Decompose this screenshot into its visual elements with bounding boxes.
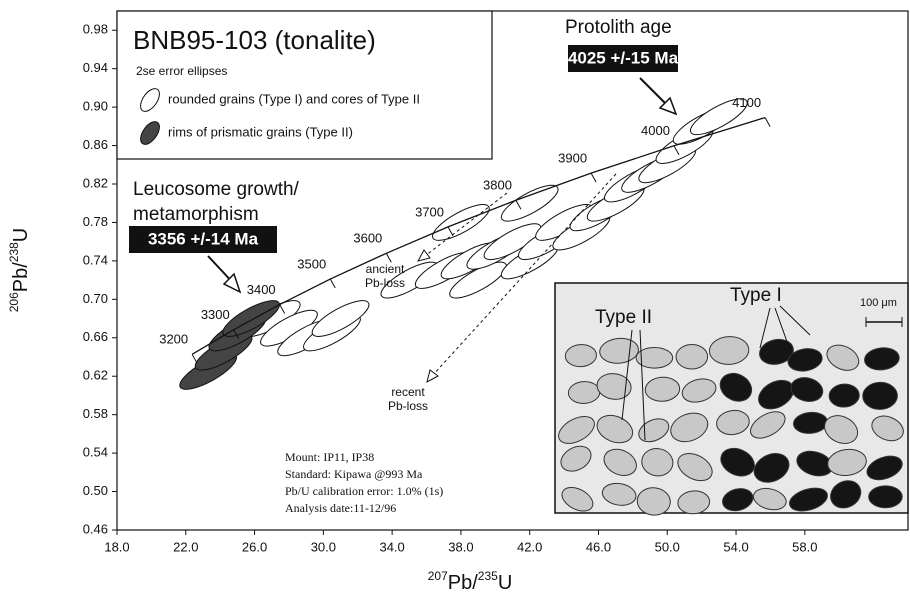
annotation: Pb-loss <box>365 276 405 290</box>
age-tick <box>192 354 197 363</box>
age-label: 3700 <box>415 204 444 219</box>
y-tick-label: 0.66 <box>83 329 108 344</box>
arrow-head <box>427 370 438 382</box>
x-tick-label: 58.0 <box>792 539 817 554</box>
age-label: 3800 <box>483 178 512 193</box>
chart: 3200 3300 3400 3500 3600 3700 3800 3900 4000 4100… <box>0 0 910 595</box>
x-tick-label: 30.0 <box>311 539 336 554</box>
note: Pb/U calibration error: 1.0% (1s) <box>285 484 443 498</box>
x-axis-label: 207Pb/235U <box>428 569 513 594</box>
annotation: Protolith age <box>565 17 672 38</box>
y-tick-label: 0.70 <box>83 291 108 306</box>
annotation: 4025 +/-15 Ma <box>568 48 679 67</box>
annotation: recent <box>391 385 425 399</box>
grain <box>869 486 903 508</box>
x-tick-label: 34.0 <box>379 539 404 554</box>
grain <box>862 382 897 410</box>
x-tick-label: 38.0 <box>448 539 473 554</box>
annotation: Leucosome growth/ <box>133 179 300 200</box>
annotation: 3356 +/-14 Ma <box>148 229 259 248</box>
arrow-head <box>418 250 430 261</box>
annotation: metamorphism <box>133 204 259 225</box>
y-tick-label: 0.90 <box>83 99 108 114</box>
x-tick-label: 46.0 <box>586 539 611 554</box>
note: Mount: IP11, IP38 <box>285 450 374 464</box>
inset-label: Type II <box>595 307 652 328</box>
age-label: 3900 <box>558 151 587 166</box>
y-axis-label: 206Pb/238U <box>7 228 32 313</box>
y-tick-label: 0.46 <box>83 521 108 536</box>
age-label: 3400 <box>247 282 276 297</box>
age-tick <box>330 279 335 288</box>
x-tick-label: 50.0 <box>655 539 680 554</box>
age-label: 3300 <box>201 307 230 322</box>
y-tick-label: 0.78 <box>83 214 108 229</box>
age-label: 3600 <box>353 231 382 246</box>
inset: Type II Type I 100 μm <box>554 283 908 517</box>
y-tick-label: 0.94 <box>83 60 108 75</box>
age-tick <box>591 173 596 182</box>
x-tick-label: 42.0 <box>517 539 542 554</box>
note: Analysis date:11-12/96 <box>285 501 396 515</box>
y-tick-label: 0.98 <box>83 22 108 37</box>
y-tick-label: 0.50 <box>83 483 108 498</box>
subtitle: 2se error ellipses <box>136 64 227 78</box>
scale-label: 100 μm <box>860 297 897 309</box>
age-tick <box>386 253 391 262</box>
y-tick-label: 0.54 <box>83 445 108 460</box>
age-label: 3500 <box>297 256 326 271</box>
grain <box>676 344 708 369</box>
age-label: 4100 <box>732 95 761 110</box>
y-tick-label: 0.86 <box>83 137 108 152</box>
chart-title: BNB95-103 (tonalite) <box>133 25 376 55</box>
x-tick-label: 26.0 <box>242 539 267 554</box>
age-label: 4000 <box>641 123 670 138</box>
annotation: ancient <box>366 262 405 276</box>
x-tick-label: 54.0 <box>723 539 748 554</box>
y-tick-label: 0.82 <box>83 175 108 190</box>
x-tick-label: 22.0 <box>173 539 198 554</box>
annotation: Pb-loss <box>388 399 428 413</box>
y-tick-label: 0.74 <box>83 252 108 267</box>
y-tick-label: 0.58 <box>83 406 108 421</box>
x-tick-label: 18.0 <box>104 539 129 554</box>
y-tick-label: 0.62 <box>83 368 108 383</box>
age-label: 3200 <box>159 332 188 347</box>
inset-label: Type I <box>730 285 782 306</box>
age-tick <box>765 118 770 127</box>
legend-label: rounded grains (Type I) and cores of Typ… <box>168 91 420 106</box>
legend-label: rims of prismatic grains (Type II) <box>168 124 353 139</box>
note: Standard: Kipawa @993 Ma <box>285 467 423 481</box>
